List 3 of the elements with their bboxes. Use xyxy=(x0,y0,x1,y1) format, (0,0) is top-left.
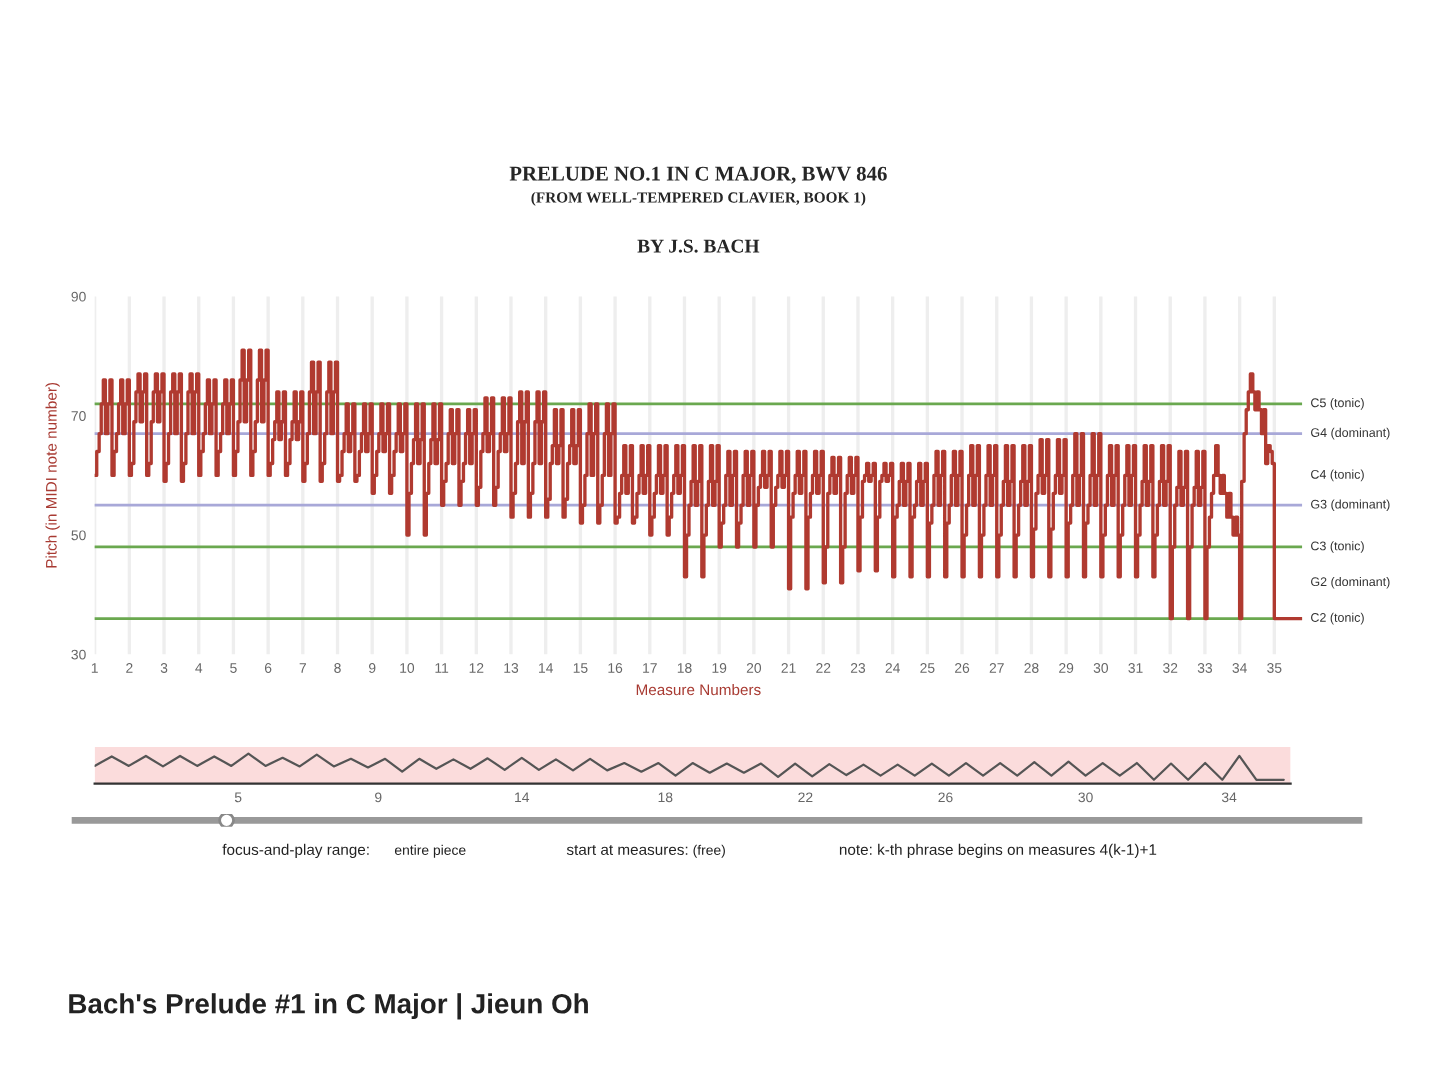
text: Bach's Prelude #1 in C Major | Jieun Oh xyxy=(69,993,588,1020)
chart-title: PRELUDE NO.1 IN C MAJOR, BWV 846 xyxy=(509,166,887,184)
text: BY J.S. BACH xyxy=(637,239,760,253)
